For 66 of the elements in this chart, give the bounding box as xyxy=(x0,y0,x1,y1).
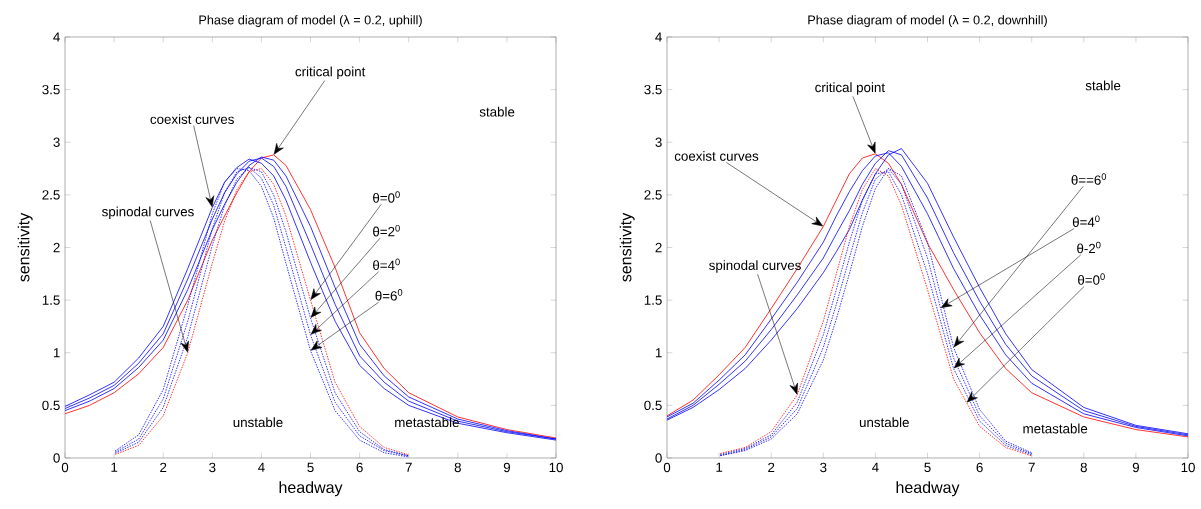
y-tick-label: 4 xyxy=(53,32,60,42)
y-tick-label: 1 xyxy=(53,348,60,358)
x-tick-label: 5 xyxy=(307,462,314,472)
x-axis-title: headway xyxy=(279,481,343,497)
annotation: metastable xyxy=(1023,423,1088,434)
x-tick-label: 0 xyxy=(61,462,69,473)
x-tick-label: 3 xyxy=(209,462,216,473)
y-tick-label: 0 xyxy=(53,453,60,463)
annotation: spinodal curves xyxy=(709,260,801,273)
x-tick-label: 1 xyxy=(111,462,118,472)
x-tick-label: 2 xyxy=(160,462,167,473)
annotation: θ=6$^{0}$ xyxy=(375,289,403,301)
y-tick-label: 2.5 xyxy=(42,190,60,200)
x-tick-label: 8 xyxy=(454,462,461,473)
y-tick-label: 2 xyxy=(53,242,60,253)
x-tick-label: 7 xyxy=(1028,462,1035,472)
x-tick-label: 0 xyxy=(663,462,671,473)
annotation: θ-2$^{0}$ xyxy=(1077,241,1101,254)
y-tick-label: 0.5 xyxy=(644,400,662,411)
x-axis-title: headway xyxy=(896,481,960,497)
x-tick-label: 6 xyxy=(976,462,983,473)
x-tick-label: 5 xyxy=(924,462,931,472)
annotation: spinodal curves xyxy=(102,206,194,219)
x-tick-label: 7 xyxy=(405,462,412,472)
y-tick-label: 2.5 xyxy=(644,190,662,200)
y-tick-label: 0 xyxy=(655,453,662,463)
y-tick-label: 3 xyxy=(655,137,662,147)
x-tick-label: 4 xyxy=(872,462,879,472)
y-tick-label: 3.5 xyxy=(644,84,662,95)
y-axis-title: sensitivity xyxy=(17,212,33,282)
annotation: unstable xyxy=(859,417,909,428)
x-tick-label: 10 xyxy=(549,462,563,473)
annotation: θ==6$^{0}$ xyxy=(1071,173,1107,185)
y-tick-label: 3 xyxy=(53,137,60,147)
annotation: metastable xyxy=(395,417,459,428)
annotation: stable xyxy=(479,106,515,117)
y-tick-label: 2 xyxy=(655,242,662,253)
y-tick-label: 1.5 xyxy=(42,295,60,305)
x-tick-label: 2 xyxy=(768,462,775,473)
annotation: θ=4$^{0}$ xyxy=(1072,215,1100,227)
annotation: stable xyxy=(1085,80,1121,91)
y-tick-label: 1.5 xyxy=(644,295,662,305)
chart-title: Phase diagram of model (λ = 0.2, uphill) xyxy=(199,15,422,27)
x-tick-label: 8 xyxy=(1080,462,1087,473)
x-tick-label: 9 xyxy=(503,462,510,473)
annotation: unstable xyxy=(233,417,283,428)
x-tick-label: 3 xyxy=(820,462,827,473)
y-tick-label: 3.5 xyxy=(42,84,60,95)
x-tick-label: 9 xyxy=(1132,462,1139,473)
x-tick-label: 6 xyxy=(356,462,363,473)
annotation: θ=2$^{0}$ xyxy=(373,224,400,237)
annotation: coexist curves xyxy=(674,151,759,161)
annotation: θ=0$^{0}$ xyxy=(1078,273,1105,285)
x-tick-label: 1 xyxy=(716,462,723,472)
annotation: coexist curves xyxy=(150,114,234,124)
y-tick-label: 0.5 xyxy=(42,400,60,411)
chart-title: Phase diagram of model (λ = 0.2, downhill) xyxy=(808,15,1047,27)
annotation: θ=0$^{0}$ xyxy=(373,191,400,203)
annotation: critical point xyxy=(295,66,366,79)
x-tick-label: 4 xyxy=(258,462,265,472)
y-tick-label: 4 xyxy=(655,32,662,42)
x-tick-label: 10 xyxy=(1181,462,1195,473)
annotation: critical point xyxy=(815,82,885,95)
annotation: θ=4$^{0}$ xyxy=(373,258,400,271)
y-tick-label: 1 xyxy=(655,348,662,358)
y-axis-title: sensitivity xyxy=(619,212,635,282)
